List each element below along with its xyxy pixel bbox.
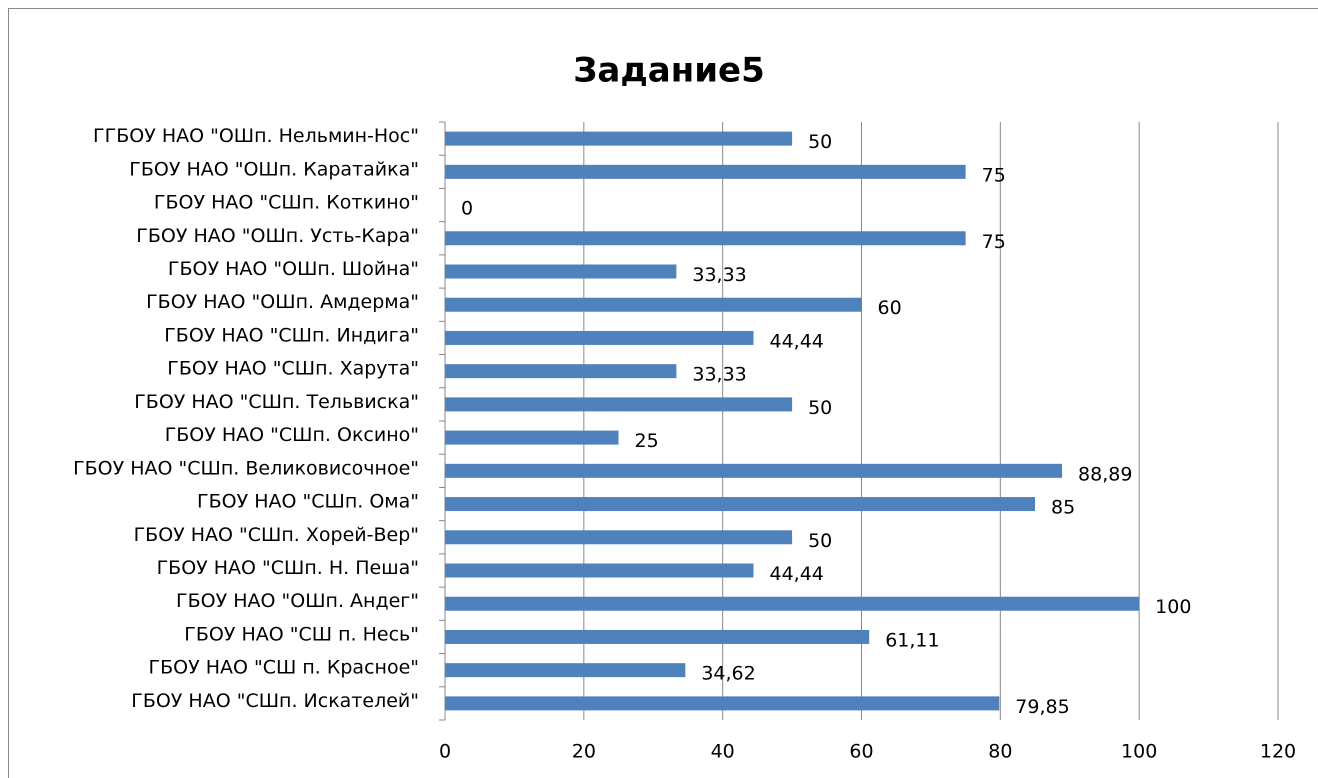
data-label: 33,33 bbox=[692, 264, 746, 286]
bar bbox=[445, 131, 793, 146]
chart-title: Задание5 bbox=[573, 51, 765, 91]
data-label: 75 bbox=[982, 231, 1006, 253]
y-tick-label: ГБОУ НАО "СШ п. Несь" bbox=[184, 623, 419, 645]
bar bbox=[445, 430, 619, 445]
y-tick-label: ГБОУ НАО "СШп. Харута" bbox=[167, 358, 419, 380]
x-tick-label: 120 bbox=[1260, 741, 1296, 763]
y-tick-label: ГБОУ НАО "СШп. Коткино" bbox=[154, 192, 419, 214]
data-label: 34,62 bbox=[701, 663, 755, 685]
data-label: 50 bbox=[808, 530, 832, 552]
y-tick-label: ГБОУ НАО "СШп. Индига" bbox=[164, 324, 419, 346]
x-tick-label: 0 bbox=[439, 741, 451, 763]
data-label: 60 bbox=[878, 297, 902, 319]
x-tick-label: 100 bbox=[1121, 741, 1157, 763]
bar bbox=[445, 364, 677, 379]
bar bbox=[445, 696, 1000, 711]
data-label: 33,33 bbox=[692, 364, 746, 386]
data-label: 75 bbox=[982, 164, 1006, 186]
bar bbox=[445, 629, 870, 644]
bar bbox=[445, 563, 754, 578]
bar bbox=[445, 463, 1063, 478]
x-tick-label: 80 bbox=[988, 741, 1012, 763]
data-label: 50 bbox=[808, 131, 832, 153]
data-label: 25 bbox=[635, 430, 659, 452]
x-tick-label: 40 bbox=[711, 741, 735, 763]
bar bbox=[445, 231, 966, 246]
y-tick-label: ГБОУ НАО "ОШп. Андег" bbox=[176, 590, 419, 612]
y-tick-label: ГБОУ НАО "ОШп. Амдерма" bbox=[146, 291, 419, 313]
y-tick-label: ГБОУ НАО "ОШп. Усть-Кара" bbox=[136, 225, 419, 247]
bar bbox=[445, 330, 754, 345]
y-tick-label: ГБОУ НАО "ОШп. Каратайка" bbox=[129, 158, 419, 180]
bar bbox=[445, 164, 966, 179]
data-label: 44,44 bbox=[769, 330, 823, 352]
y-tick-label: ГБОУ НАО "СШп. Искателей" bbox=[131, 690, 419, 712]
x-tick-label: 60 bbox=[849, 741, 873, 763]
bar bbox=[445, 397, 793, 412]
data-label: 50 bbox=[808, 397, 832, 419]
y-tick-label: ГБОУ НАО "СШп. Ома" bbox=[197, 491, 419, 513]
bar bbox=[445, 596, 1140, 611]
y-tick-label: ГБОУ НАО "СШп. Оксино" bbox=[165, 424, 419, 446]
bar bbox=[445, 264, 677, 279]
y-tick-label: ГБОУ НАО "СШ п. Красное" bbox=[149, 657, 419, 679]
data-label: 0 bbox=[461, 198, 473, 220]
x-tick-label: 20 bbox=[572, 741, 596, 763]
y-tick-label: ГБОУ НАО "СШп. Тельвиска" bbox=[134, 391, 419, 413]
y-tick-label: ГГБОУ НАО "ОШп. Нельмин-Нос" bbox=[93, 125, 419, 147]
data-label: 44,44 bbox=[769, 563, 823, 585]
y-tick-label: ГБОУ НАО "ОШп. Шойна" bbox=[168, 258, 419, 280]
data-label: 85 bbox=[1051, 497, 1075, 519]
bar bbox=[445, 297, 862, 312]
y-tick-label: ГБОУ НАО "СШп. Великовисочное" bbox=[73, 457, 419, 479]
data-label: 79,85 bbox=[1015, 696, 1069, 718]
bar bbox=[445, 530, 793, 545]
bar bbox=[445, 497, 1036, 512]
data-label: 61,11 bbox=[885, 629, 939, 651]
y-tick-label: ГБОУ НАО "СШп. Хорей-Вер" bbox=[134, 524, 419, 546]
bar bbox=[445, 663, 686, 678]
data-label: 88,89 bbox=[1078, 463, 1132, 485]
data-label: 100 bbox=[1155, 596, 1191, 618]
y-tick-label: ГБОУ НАО "СШп. Н. Пеша" bbox=[157, 557, 419, 579]
